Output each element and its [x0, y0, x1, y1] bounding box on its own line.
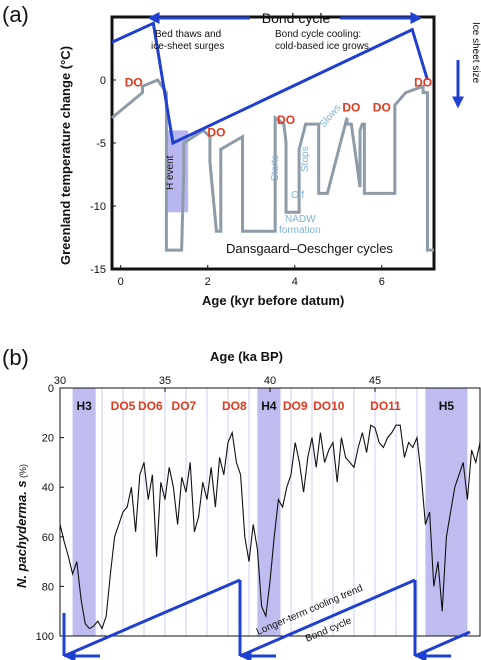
panel-b-bond-label: Bond cycle	[304, 615, 354, 644]
nadw-label-2: formation	[279, 225, 321, 236]
bed-thaws-line2: ice-sheet surges	[151, 41, 224, 52]
panel-b-title: Age (ka BP)	[210, 349, 283, 364]
panel-b-ytick-label: 40	[42, 482, 54, 494]
panel-b-ytick-label: 0	[48, 383, 54, 395]
h-event-band-h3	[72, 388, 96, 636]
npachyderma-curve	[59, 424, 481, 630]
panel-a-ytick-label: -15	[90, 264, 106, 276]
do-label-do9: DO9	[283, 399, 308, 413]
panel-a-xlabel: Age (kyr before datum)	[202, 293, 344, 308]
panel-b-ytick-label: 20	[42, 433, 54, 445]
do-label-do6: DO6	[138, 399, 163, 413]
bed-thaws-line1: Bed thaws and	[155, 29, 221, 40]
bond-cycle-title: Bond cycle	[262, 10, 331, 26]
panel-b-ytick-label: 100	[36, 631, 54, 643]
panel-a-chart: DO DO DO DO DO DO 0 2 4 6 0 -5 -10 -15	[90, 15, 436, 288]
panel-b-xtick-label: 35	[159, 375, 171, 387]
panel-a-xtick-label: 0	[118, 276, 124, 288]
do-label-do10: DO10	[313, 399, 345, 413]
cooling-line1: Bond cycle cooling:	[275, 29, 361, 40]
panel-b-ytick-label: 60	[42, 532, 54, 544]
bond-sawtooth-rise-1	[63, 578, 241, 658]
h-event-label-h3: H3	[76, 399, 92, 413]
h-event-label: H event	[165, 155, 176, 190]
do-label-5: DO	[373, 101, 391, 115]
panel-b-ytick-label: 80	[42, 581, 54, 593]
do-label-4: DO	[342, 101, 360, 115]
nadw-starts-label: Starts	[270, 155, 281, 181]
panel-a-xtick-label: 6	[379, 276, 385, 288]
panel-a-label: (a)	[2, 2, 29, 27]
do-label-6: DO	[414, 75, 432, 89]
do-label-2: DO	[207, 126, 225, 140]
panel-a-ytick-label: -10	[90, 201, 106, 213]
panel-a-ylabel: Greenland temperature change (°C)	[58, 46, 73, 265]
h-event-label-h4: H4	[261, 399, 277, 413]
nadw-label-1: NADW	[285, 214, 316, 225]
panel-a-ytick-label: -5	[96, 138, 106, 150]
panel-b-ylabel: N. pachyderma. s	[14, 480, 29, 588]
panel-a-ytick-label: 0	[100, 75, 106, 87]
nadw-off-label: Off	[291, 190, 304, 201]
panel-b-xtick-label: 40	[264, 375, 276, 387]
bond-cycle-envelope	[111, 21, 429, 146]
h-event-band-h4	[257, 388, 281, 636]
panel-b-label: (b)	[2, 345, 29, 370]
panel-b-xtick-label: 30	[54, 375, 66, 387]
panel-a-xtick-label: 2	[205, 276, 211, 288]
do-label-do8: DO8	[222, 399, 247, 413]
cooling-line2: cold-based ice grows	[275, 41, 369, 52]
nadw-stops-label: Stops	[300, 146, 311, 172]
do-label-do5: DO5	[111, 399, 136, 413]
panel-a-xtick-label: 4	[292, 276, 298, 288]
panel-b-ylabel-unit: (%)	[18, 464, 28, 478]
do-label-1: DO	[125, 75, 143, 89]
h-event-label-h5: H5	[439, 399, 455, 413]
bond-sawtooth-rise-2	[239, 578, 416, 658]
panel-b-bond-sawtooth	[62, 578, 471, 660]
panel-b-chart: 30 35 40 45 0 20 40 60 80 100 H3 H4 H5 DO5 DO6 DO7 DO8 D…	[36, 375, 481, 643]
do-label-3: DO	[277, 113, 295, 127]
do-label-do7: DO7	[172, 399, 197, 413]
panel-b-xtick-label: 45	[369, 375, 381, 387]
do-temperature-curve	[111, 78, 434, 252]
dansgaard-oeschger-label: Dansgaard–Oeschger cycles	[226, 241, 393, 256]
do-label-do11: DO11	[370, 399, 401, 413]
ice-sheet-size-label: Ice sheet size	[470, 22, 481, 84]
h-event-band-h5	[425, 388, 468, 636]
nadw-slows-label: Slows	[318, 102, 344, 130]
